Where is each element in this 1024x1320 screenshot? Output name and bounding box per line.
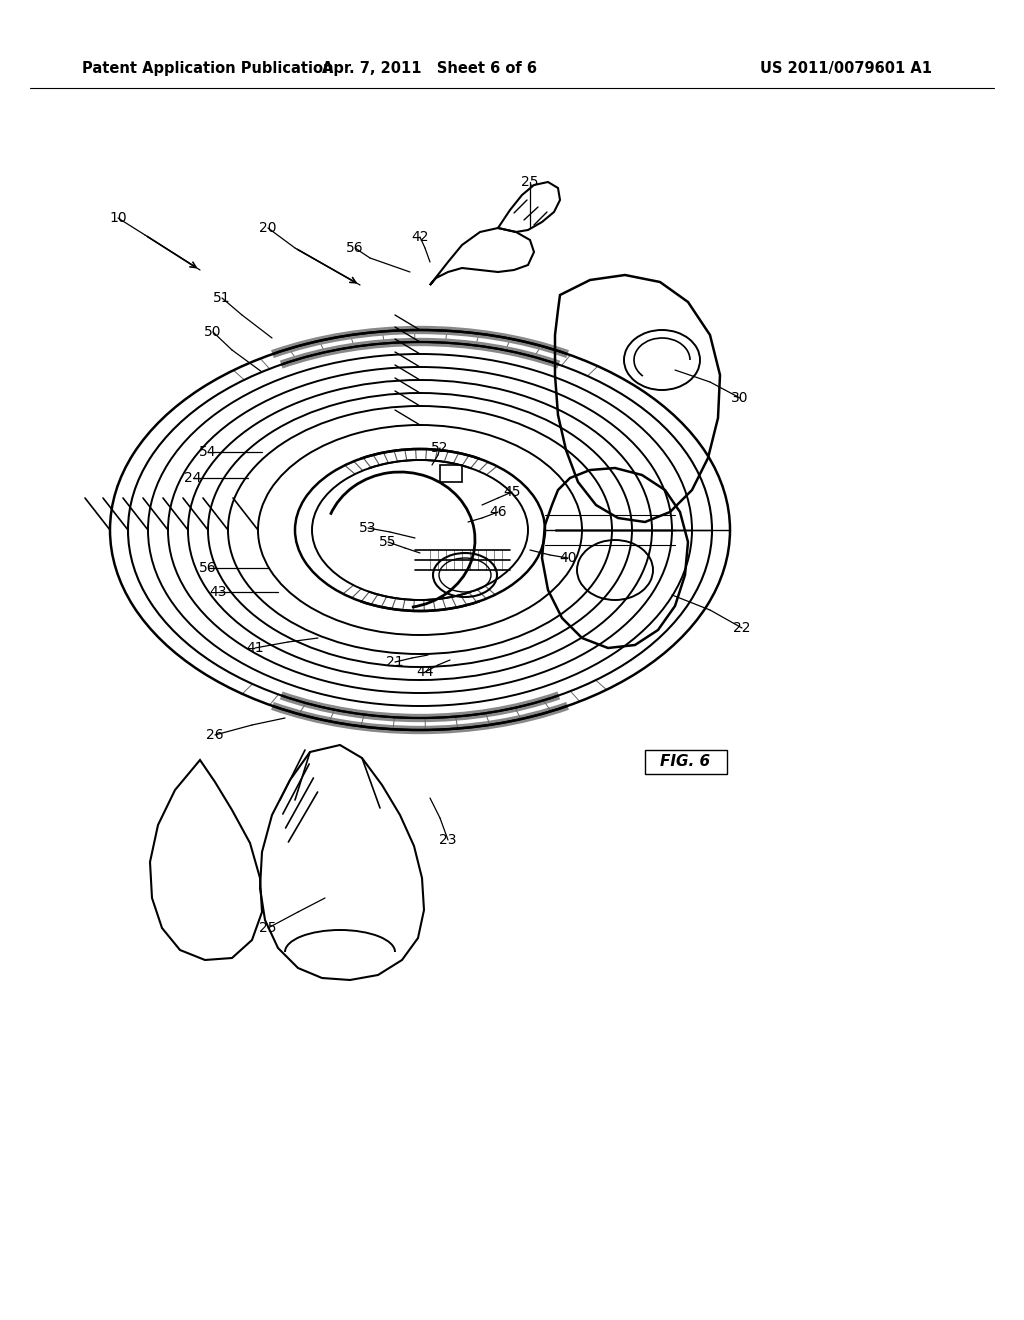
Text: 51: 51 bbox=[213, 290, 230, 305]
Text: 25: 25 bbox=[521, 176, 539, 189]
Text: 25: 25 bbox=[259, 921, 276, 935]
Text: 53: 53 bbox=[359, 521, 377, 535]
Text: 44: 44 bbox=[416, 665, 434, 678]
Text: Patent Application Publication: Patent Application Publication bbox=[82, 61, 334, 75]
Text: 52: 52 bbox=[431, 441, 449, 455]
Text: 26: 26 bbox=[206, 729, 224, 742]
Text: FIG. 6: FIG. 6 bbox=[659, 755, 710, 770]
Text: 23: 23 bbox=[439, 833, 457, 847]
Text: 43: 43 bbox=[209, 585, 226, 599]
Text: 55: 55 bbox=[379, 535, 396, 549]
Bar bbox=[645, 750, 727, 774]
Text: US 2011/0079601 A1: US 2011/0079601 A1 bbox=[760, 61, 932, 75]
Text: 22: 22 bbox=[733, 620, 751, 635]
Text: 56: 56 bbox=[200, 561, 217, 576]
Text: 54: 54 bbox=[200, 445, 217, 459]
Text: Apr. 7, 2011   Sheet 6 of 6: Apr. 7, 2011 Sheet 6 of 6 bbox=[323, 61, 538, 75]
Text: 20: 20 bbox=[259, 220, 276, 235]
Text: 46: 46 bbox=[489, 506, 507, 519]
Text: 10: 10 bbox=[110, 211, 127, 224]
Text: 21: 21 bbox=[386, 655, 403, 669]
Text: 45: 45 bbox=[503, 484, 521, 499]
Text: 30: 30 bbox=[731, 391, 749, 405]
Text: 40: 40 bbox=[559, 550, 577, 565]
Text: 41: 41 bbox=[246, 642, 264, 655]
Text: 50: 50 bbox=[204, 325, 222, 339]
Text: 42: 42 bbox=[412, 230, 429, 244]
Text: 56: 56 bbox=[346, 242, 364, 255]
Text: 24: 24 bbox=[184, 471, 202, 484]
